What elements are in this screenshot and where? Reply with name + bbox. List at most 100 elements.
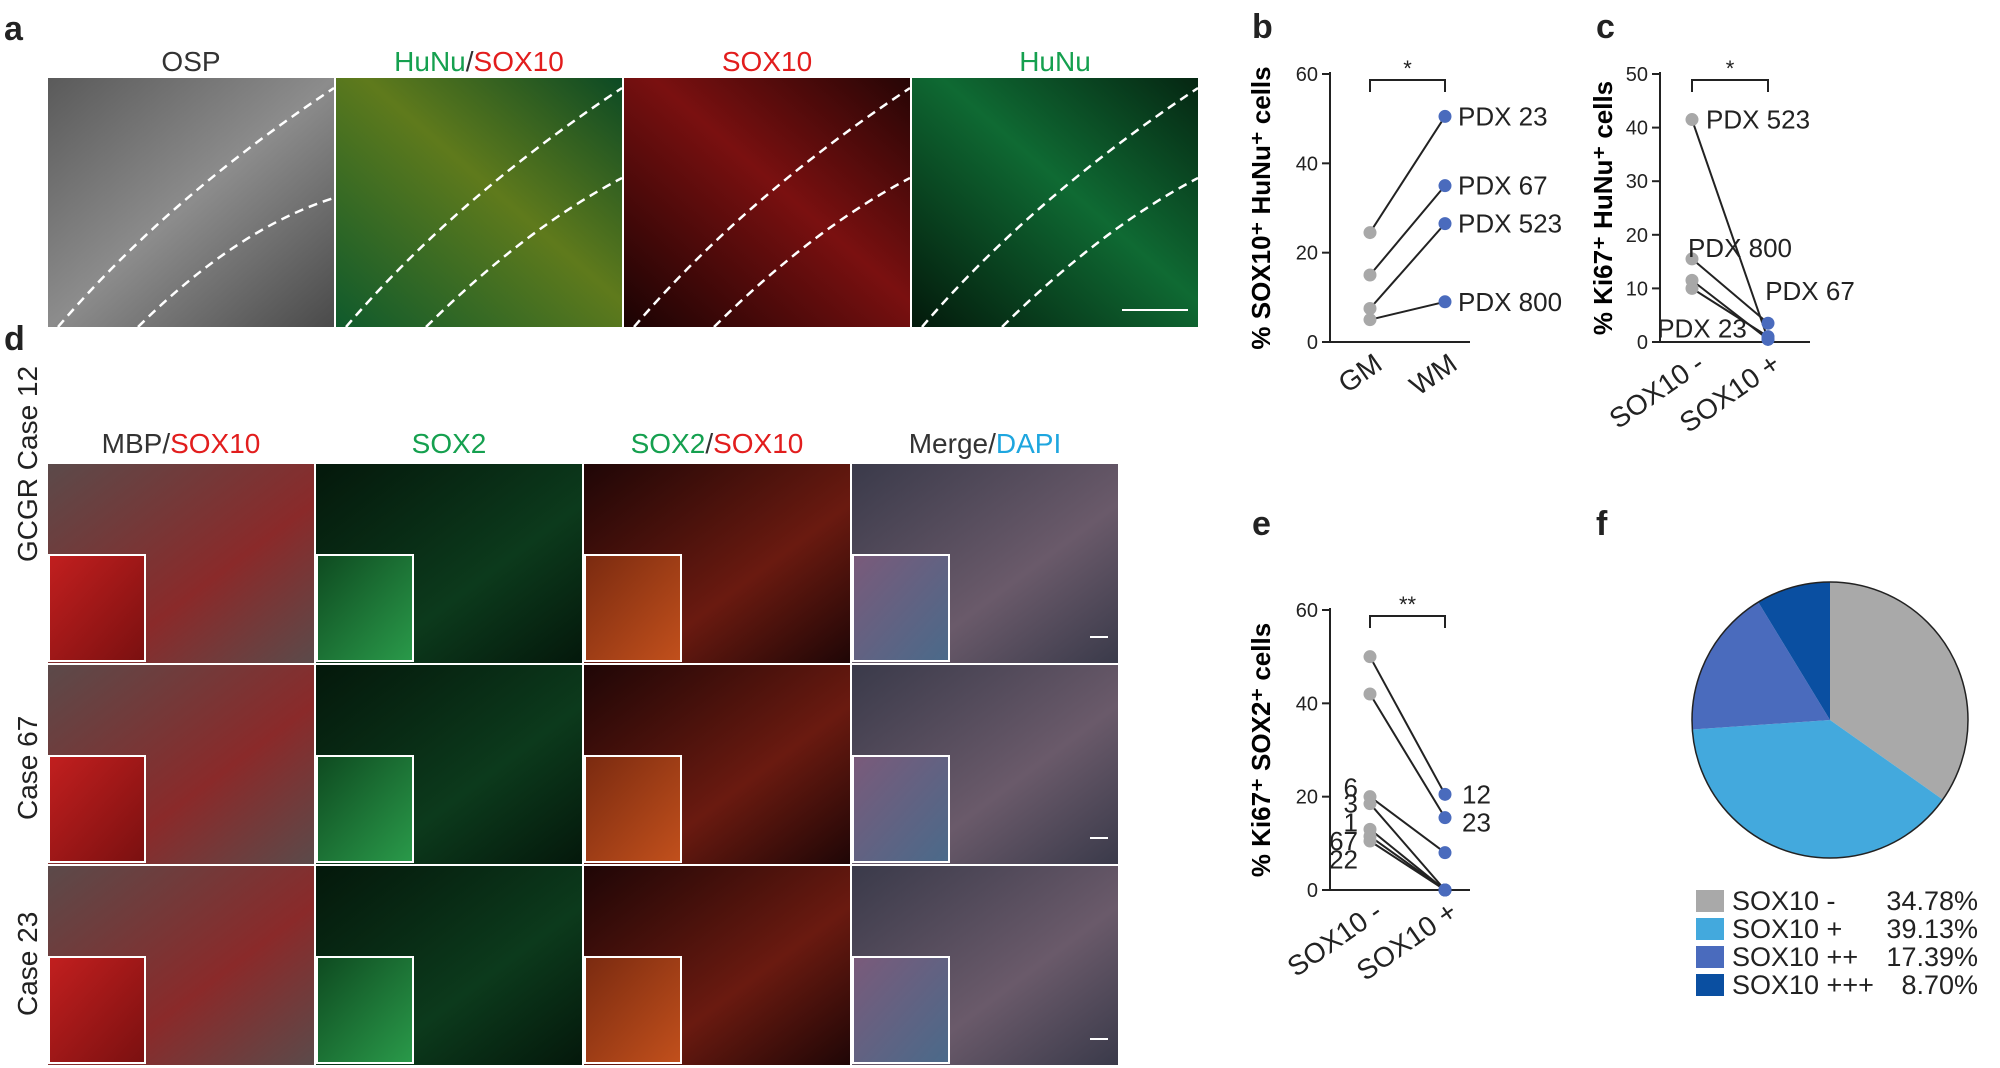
- y-tick-label: 10: [1626, 278, 1648, 300]
- panel-d-label-3-part: Merge: [908, 428, 989, 459]
- data-point-SOX10-: [1685, 252, 1699, 266]
- legend-percent: 17.39%: [1886, 942, 1978, 972]
- wm-boundary-lower: [137, 196, 334, 327]
- osp-texture: [48, 78, 334, 327]
- significance-bracket: [1369, 79, 1446, 92]
- inset-zoom: [48, 755, 146, 863]
- significance-bracket: [1369, 615, 1446, 628]
- row-label-case-23: Case 23: [12, 911, 43, 1016]
- micrograph-image: [316, 665, 582, 864]
- data-point-WM: [1438, 179, 1452, 193]
- point-label: 1: [1344, 807, 1358, 837]
- micrograph-r1-c3: [852, 665, 1118, 864]
- significance-marker: *: [1403, 56, 1412, 81]
- panel-d-label-2-part: SOX10: [713, 428, 804, 459]
- panel-a-label-1-part: HuNu: [394, 46, 466, 77]
- panel-a-label-2-part: SOX10: [721, 46, 813, 77]
- x-category-label: WM: [1404, 348, 1463, 402]
- micrograph-image: [584, 665, 850, 864]
- pie-slice-1: [1692, 720, 1943, 858]
- panel-a-label-1-part: SOX10: [473, 46, 564, 77]
- data-point-SOX10-: [1363, 834, 1377, 848]
- point-label: 6: [1344, 772, 1358, 802]
- data-point-SOX10+: [1438, 846, 1452, 860]
- hunu-sox10-texture: [336, 78, 622, 327]
- data-point-WM: [1438, 295, 1452, 309]
- legend-swatch: [1696, 946, 1724, 968]
- legend-label: SOX10 +: [1732, 914, 1843, 944]
- pair-line: [1369, 656, 1446, 795]
- data-point-SOX10+: [1438, 787, 1452, 801]
- pie-slice-0: [1830, 582, 1968, 800]
- legend-label: SOX10 -: [1732, 886, 1836, 916]
- y-tick-label: 40: [1296, 693, 1318, 715]
- panel-a-label-1: HuNu/SOX10: [336, 46, 622, 78]
- series-label: PDX 523: [1458, 209, 1562, 239]
- sox10-texture: [624, 78, 910, 327]
- pie-slice-3: [1758, 582, 1830, 720]
- inset-zoom: [852, 554, 950, 662]
- data-point-SOX10-: [1685, 281, 1699, 295]
- panel-a-label-1-part: /: [465, 46, 474, 77]
- y-tick-label: 50: [1626, 64, 1648, 86]
- y-tick-label: 0: [1307, 332, 1318, 354]
- y-axis-label: % Ki67⁺ SOX2⁺ cells: [1246, 623, 1276, 877]
- panel-a-label-3-part: HuNu: [1019, 46, 1091, 77]
- point-label: 12: [1462, 779, 1491, 809]
- pair-line: [1369, 693, 1446, 819]
- inset-zoom: [852, 755, 950, 863]
- pair-line: [1369, 803, 1446, 891]
- data-point-GM: [1363, 268, 1377, 282]
- wm-boundary-lower: [425, 176, 622, 327]
- row-label-case-67: Case 67: [12, 715, 43, 820]
- micrograph-r2-c2: [584, 866, 850, 1065]
- inset-zoom: [584, 956, 682, 1064]
- panel-d-label-1-part: SOX2: [411, 428, 487, 459]
- inset-zoom: [316, 755, 414, 863]
- data-point-SOX10+: [1761, 316, 1775, 330]
- pie-slice-2: [1692, 602, 1830, 730]
- hunu-sox10-micrograph: [336, 78, 622, 327]
- pair-line: [1369, 115, 1446, 234]
- y-tick-label: 0: [1637, 332, 1648, 354]
- panel-d-label-2-part: SOX2: [630, 428, 706, 459]
- y-axis-label: % SOX10⁺ HuNu⁺ cells: [1246, 66, 1276, 349]
- pair-line: [1691, 258, 1769, 325]
- data-point-SOX10+: [1761, 330, 1775, 344]
- point-label: 23: [1462, 808, 1491, 838]
- y-tick-label: 40: [1626, 118, 1648, 140]
- data-point-SOX10-: [1363, 650, 1377, 664]
- inset-zoom: [316, 956, 414, 1064]
- panel-d-label-0-part: MBP: [101, 428, 163, 459]
- row-label-case-12: GCGR Case 12: [12, 365, 43, 562]
- y-tick-label: 0: [1307, 880, 1318, 902]
- panel-letter-a: a: [4, 10, 23, 48]
- chart-b: % SOX10⁺ HuNu⁺ cells 0 20 40 60 GM WM * PDX 23 PD…: [1246, 56, 1562, 402]
- panel-d-label-2-part: /: [705, 428, 714, 459]
- data-point-GM: [1363, 313, 1377, 327]
- panel-letter-f: f: [1596, 505, 1608, 543]
- pie-outline: [1691, 581, 1969, 859]
- wm-boundary-lower: [1001, 176, 1198, 327]
- panel-letter-b: b: [1252, 8, 1273, 46]
- y-tick-label: 60: [1296, 600, 1318, 622]
- inset-zoom: [584, 554, 682, 662]
- data-point-SOX10+: [1438, 811, 1452, 825]
- panel-d-label-3-part: DAPI: [995, 428, 1062, 459]
- y-tick-label: 20: [1296, 787, 1318, 809]
- data-point-SOX10-: [1363, 797, 1377, 811]
- panel-a-label-0-part: OSP: [161, 46, 221, 77]
- panel-letter-c: c: [1596, 8, 1615, 46]
- panel-d-label-3: Merge/DAPI: [852, 428, 1118, 460]
- series-label: PDX 23: [1458, 101, 1548, 131]
- point-label: PDX 23: [1657, 314, 1747, 344]
- panel-a-label-2: SOX10: [624, 46, 910, 78]
- y-tick-label: 30: [1626, 171, 1648, 193]
- data-point-SOX10-: [1685, 113, 1699, 127]
- inset-zoom: [316, 554, 414, 662]
- hunu-micrograph: [912, 78, 1198, 327]
- y-tick-label: 60: [1296, 64, 1318, 86]
- data-point-WM: [1438, 217, 1452, 231]
- data-point-GM: [1363, 302, 1377, 315]
